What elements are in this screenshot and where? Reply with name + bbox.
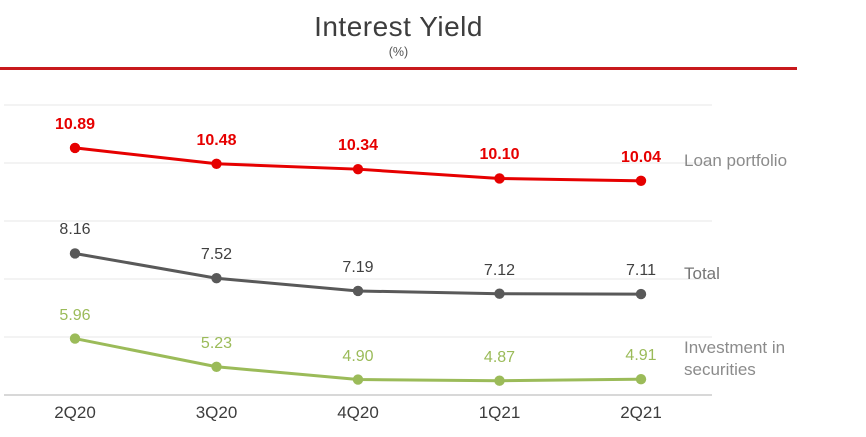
data-point xyxy=(69,142,81,154)
x-axis-label: 1Q21 xyxy=(478,403,521,422)
chart-header: Interest Yield (%) xyxy=(0,10,797,60)
value-label: 4.87 xyxy=(483,348,516,366)
x-axis-label: 4Q20 xyxy=(337,403,379,422)
data-point xyxy=(494,173,505,184)
data-point xyxy=(635,373,647,385)
value-label: 10.34 xyxy=(337,137,379,155)
value-label: 7.52 xyxy=(200,246,233,264)
value-label: 8.16 xyxy=(59,221,91,239)
data-point xyxy=(494,375,505,386)
value-label: 10.10 xyxy=(479,146,520,164)
data-point xyxy=(352,163,364,175)
x-axis-label: 2Q20 xyxy=(54,403,96,422)
value-label: 10.89 xyxy=(54,115,96,133)
x-axis-label: 2Q21 xyxy=(620,403,662,422)
x-axis-label: 3Q20 xyxy=(195,403,238,422)
red-divider-line xyxy=(0,67,797,70)
value-label: 5.96 xyxy=(59,306,91,324)
value-label: 10.48 xyxy=(196,131,237,149)
value-label: 4.90 xyxy=(342,347,374,365)
data-point xyxy=(635,288,647,300)
data-point xyxy=(69,333,81,344)
value-label: 7.11 xyxy=(626,262,656,280)
data-point xyxy=(352,285,364,297)
value-label: 10.04 xyxy=(620,148,662,166)
data-point xyxy=(211,273,222,284)
data-point xyxy=(635,175,647,186)
chart-title: Interest Yield xyxy=(314,11,483,42)
value-label: 4.91 xyxy=(625,347,657,365)
data-point xyxy=(211,158,222,169)
chart-subtitle: (%) xyxy=(388,45,409,59)
data-point xyxy=(69,248,81,259)
legend-label-1: Total xyxy=(684,264,720,284)
data-point xyxy=(211,361,222,372)
legend-label-2: Investment in securities xyxy=(684,338,786,380)
legend-label-0: Loan portfolio xyxy=(684,150,788,170)
data-point xyxy=(494,288,505,299)
data-point xyxy=(352,374,364,385)
value-label: 5.23 xyxy=(200,334,233,352)
value-label: 7.12 xyxy=(483,261,516,279)
value-label: 7.19 xyxy=(342,258,374,276)
